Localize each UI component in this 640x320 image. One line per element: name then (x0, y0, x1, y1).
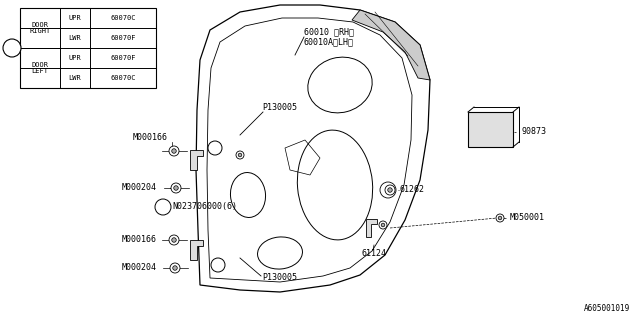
Text: 1: 1 (216, 262, 220, 268)
Circle shape (170, 263, 180, 273)
Circle shape (211, 258, 225, 272)
Text: M050001: M050001 (510, 213, 545, 222)
Text: UPR: UPR (68, 55, 81, 61)
Bar (20, 8, 156, 88)
Circle shape (169, 146, 179, 156)
Text: P130005: P130005 (262, 274, 297, 283)
Circle shape (3, 39, 21, 57)
Text: 60070C: 60070C (110, 15, 136, 21)
Circle shape (208, 141, 222, 155)
Circle shape (172, 149, 176, 153)
Circle shape (169, 235, 179, 245)
Polygon shape (190, 150, 203, 170)
Text: 61124: 61124 (362, 249, 387, 258)
Text: DOOR
LEFT: DOOR LEFT (31, 62, 49, 74)
Text: M000166: M000166 (122, 236, 157, 244)
Text: M000166: M000166 (133, 133, 168, 142)
Text: A605001019: A605001019 (584, 304, 630, 313)
Text: 1: 1 (213, 145, 217, 151)
Circle shape (236, 151, 244, 159)
Text: 90873: 90873 (522, 127, 547, 137)
Circle shape (171, 183, 181, 193)
Circle shape (388, 188, 392, 192)
Text: M000204: M000204 (122, 183, 157, 193)
Circle shape (498, 216, 502, 220)
Text: 1: 1 (10, 44, 15, 52)
Text: 60010 㰀RH㸀: 60010 㰀RH㸀 (304, 28, 354, 36)
Text: 60010A㰀LH㸀: 60010A㰀LH㸀 (304, 37, 354, 46)
Polygon shape (366, 219, 377, 237)
Text: 60070C: 60070C (110, 75, 136, 81)
Circle shape (155, 199, 171, 215)
Text: 60070F: 60070F (110, 35, 136, 41)
Text: P130005: P130005 (262, 103, 297, 113)
Polygon shape (352, 10, 430, 80)
Circle shape (238, 153, 242, 157)
Circle shape (173, 186, 179, 190)
Circle shape (496, 214, 504, 222)
Circle shape (172, 238, 176, 242)
Circle shape (379, 221, 387, 229)
Text: N: N (161, 203, 165, 212)
Bar (468, 112, 513, 147)
Text: LWR: LWR (68, 35, 81, 41)
Text: M000204: M000204 (122, 263, 157, 273)
Circle shape (385, 185, 395, 195)
Text: 60070F: 60070F (110, 55, 136, 61)
Text: LWR: LWR (68, 75, 81, 81)
Polygon shape (190, 240, 203, 260)
Text: N023706000(6): N023706000(6) (172, 203, 237, 212)
Circle shape (173, 266, 177, 270)
Text: UPR: UPR (68, 15, 81, 21)
Circle shape (381, 223, 385, 227)
Text: DOOR
RIGHT: DOOR RIGHT (29, 22, 51, 34)
Text: 61262: 61262 (400, 186, 425, 195)
